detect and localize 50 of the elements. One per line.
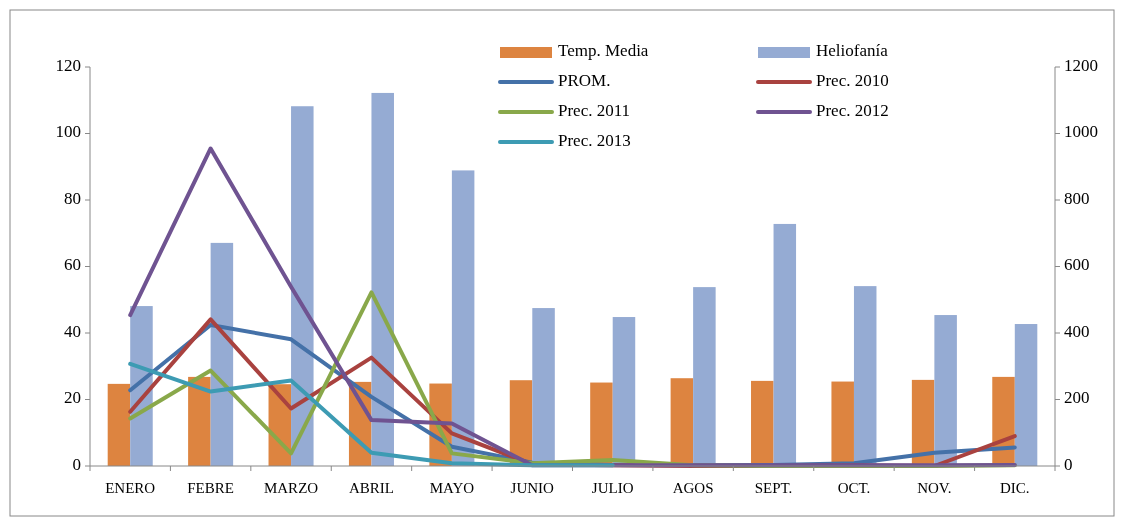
y2-tick-label: 200 — [1064, 388, 1090, 408]
y2-tick-label: 600 — [1064, 255, 1090, 275]
y-tick-label: 80 — [64, 188, 81, 208]
y-tick-label: 60 — [64, 255, 81, 275]
bar — [773, 223, 797, 466]
bar — [693, 287, 716, 466]
bar — [291, 106, 314, 466]
x-tick-label: FEBRE — [187, 480, 234, 496]
bar — [751, 380, 774, 466]
bar — [107, 383, 131, 466]
bar — [853, 286, 877, 466]
y2-tick-label: 1000 — [1064, 122, 1098, 142]
legend-label: Prec. 2013 — [558, 130, 631, 150]
y-tick-label: 20 — [64, 388, 81, 408]
bar — [590, 382, 613, 466]
legend-label: Temp. Media — [558, 40, 649, 60]
y-tick-label: 120 — [55, 55, 81, 75]
line-series — [128, 146, 1017, 468]
bar — [188, 376, 211, 466]
legend-label: PROM. — [558, 70, 611, 90]
bar — [612, 317, 636, 466]
x-tick-label: ABRIL — [348, 480, 394, 496]
bar — [1014, 324, 1038, 466]
y2-tick-label: 0 — [1064, 454, 1073, 474]
bar — [934, 315, 957, 466]
legend-label: Prec. 2011 — [558, 100, 631, 120]
bar — [670, 378, 694, 466]
x-tick-label: OCT. — [837, 480, 871, 496]
y2-tick-label: 1200 — [1064, 55, 1098, 75]
x-tick-label: JULIO — [591, 480, 634, 496]
bar — [371, 92, 394, 466]
x-tick-label: NOV. — [917, 480, 952, 496]
line-series — [128, 361, 615, 468]
legend-label: Prec. 2012 — [816, 100, 889, 120]
y2-tick-label: 400 — [1064, 321, 1090, 341]
y-tick-label: 0 — [72, 454, 81, 474]
x-tick-label: SEPT. — [754, 480, 793, 496]
x-tick-label: AGOS — [672, 480, 714, 496]
legend-label: Heliofanía — [816, 40, 889, 60]
y2-tick-label: 800 — [1064, 188, 1090, 208]
bar — [911, 379, 935, 466]
x-tick-label: MAYO — [429, 480, 475, 496]
y-tick-label: 40 — [64, 321, 81, 341]
legend-label: Prec. 2010 — [816, 70, 889, 90]
x-tick-label: DIC. — [999, 480, 1030, 496]
bar — [210, 242, 234, 466]
x-tick-label: MARZO — [263, 480, 319, 496]
x-tick-label: ENERO — [105, 480, 156, 496]
y-tick-label: 100 — [55, 122, 81, 142]
x-tick-label: JUNIO — [510, 480, 555, 496]
